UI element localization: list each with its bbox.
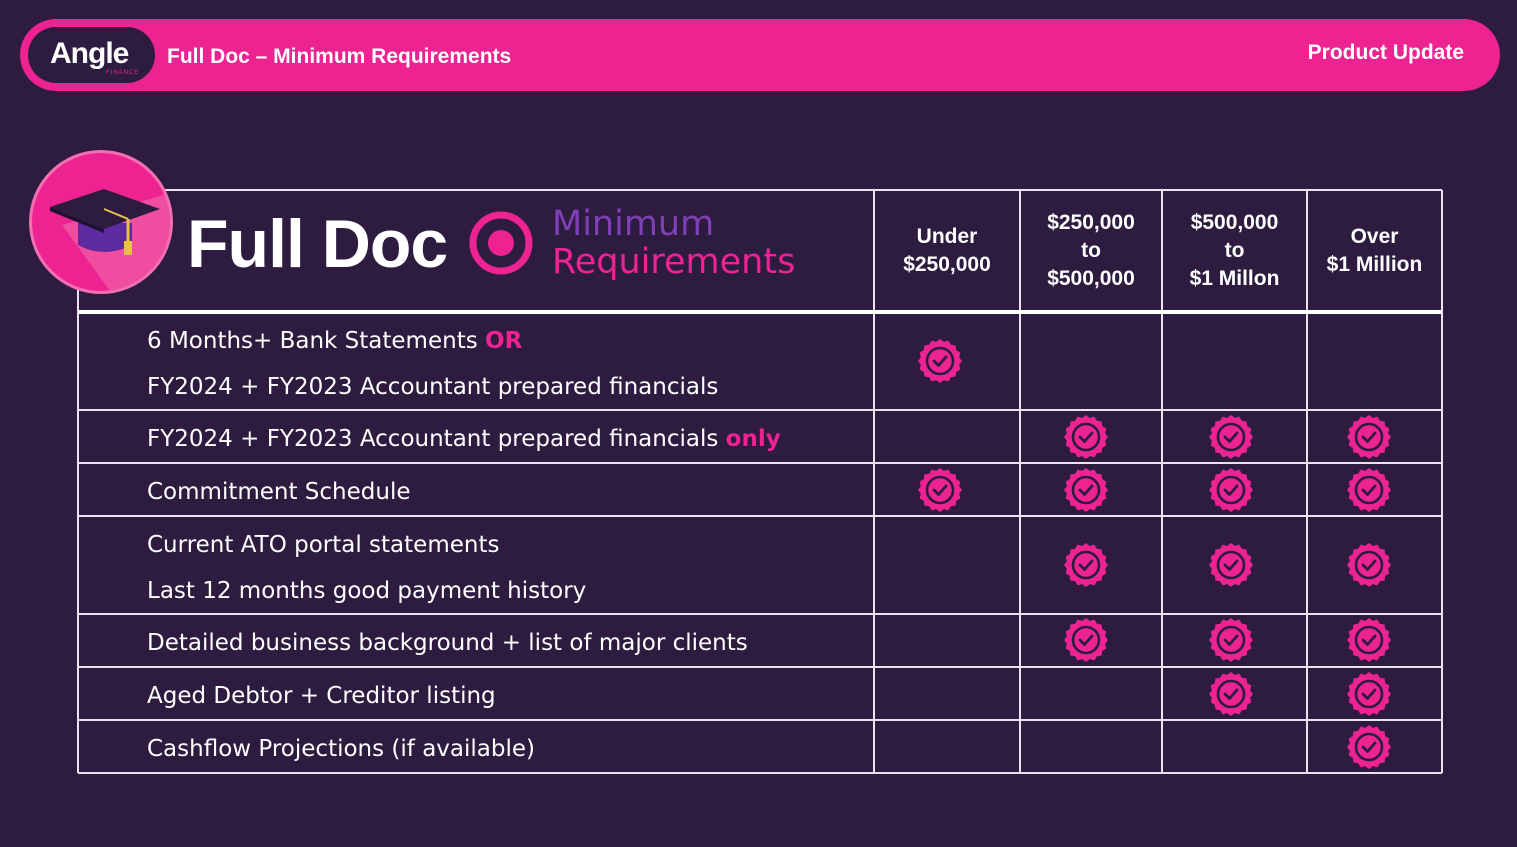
- badge-check-icon: [918, 468, 962, 512]
- logo: Angle FINANCE: [28, 27, 155, 83]
- column-header-line: to: [1081, 239, 1101, 262]
- row-label: FY2024 + FY2023 Accountant prepared fina…: [147, 426, 781, 452]
- column-header-line: $250,000: [1047, 211, 1135, 234]
- banner-right-label: Product Update: [1307, 41, 1464, 64]
- badge-check-icon: [1064, 618, 1108, 662]
- top-banner: Angle FINANCE Full Doc – Minimum Require…: [20, 19, 1500, 91]
- column-header-line: $1 Million: [1326, 253, 1423, 276]
- column-header-500k-1m: $500,000 to $1 Millon: [1162, 192, 1307, 310]
- badge-check-icon: [1347, 543, 1391, 587]
- row-label: 6 Months+ Bank Statements OR: [147, 328, 522, 354]
- badge-check-icon: [1209, 618, 1253, 662]
- row-label: Detailed business background + list of m…: [147, 630, 748, 656]
- badge-check-icon: [1209, 672, 1253, 716]
- column-header-line: Over: [1350, 225, 1399, 248]
- row-label-accent: OR: [485, 328, 523, 354]
- hero-subtitle-line1: Minimum: [552, 204, 715, 244]
- badge-check-icon: [1209, 543, 1253, 587]
- banner-title: Full Doc – Minimum Requirements: [167, 45, 512, 68]
- badge-check-icon: [1347, 468, 1391, 512]
- column-header-under-250k: Under $250,000: [874, 192, 1020, 310]
- hero-subtitle: Minimum Requirements: [552, 205, 795, 281]
- badge-check-icon: [1064, 415, 1108, 459]
- badge-check-icon: [1347, 725, 1391, 769]
- column-header-line: $500,000: [1047, 267, 1135, 290]
- column-header-line: $250,000: [903, 253, 991, 276]
- logo-subtext: FINANCE: [106, 70, 140, 76]
- row-label: Cashflow Projections (if available): [147, 736, 535, 762]
- row-label-accent: only: [725, 426, 781, 452]
- badge-check-icon: [1347, 618, 1391, 662]
- row-label-secondary: FY2024 + FY2023 Accountant prepared fina…: [147, 374, 719, 400]
- row-label: Current ATO portal statements: [147, 532, 500, 558]
- column-header-over-1m: Over $1 Million: [1307, 192, 1442, 310]
- badge-check-icon: [1347, 672, 1391, 716]
- column-header-line: $500,000: [1190, 211, 1279, 234]
- badge-check-icon: [1347, 415, 1391, 459]
- row-label: Aged Debtor + Creditor listing: [147, 683, 496, 709]
- column-header-line: Under: [916, 225, 978, 248]
- badge-check-icon: [1064, 543, 1108, 587]
- column-header-250k-500k: $250,000 to $500,000: [1020, 192, 1162, 310]
- badge-check-icon: [1064, 468, 1108, 512]
- graduation-cap-icon: [50, 189, 170, 291]
- row-label-text: FY2024 + FY2023 Accountant prepared fina…: [147, 426, 726, 452]
- graduation-cap-badge: [29, 150, 173, 294]
- row-label-text: 6 Months+ Bank Statements: [147, 328, 486, 354]
- column-header-line: $1 Millon: [1189, 267, 1280, 290]
- logo-text: Angle: [50, 37, 129, 70]
- target-icon: [469, 211, 533, 275]
- badge-check-icon: [1209, 415, 1253, 459]
- hero-subtitle-line2: Requirements: [552, 242, 796, 282]
- row-label-secondary: Last 12 months good payment history: [147, 578, 587, 604]
- hero-title: Full Doc: [187, 206, 448, 282]
- row-label: Commitment Schedule: [147, 479, 411, 505]
- badge-check-icon: [1209, 468, 1253, 512]
- column-header-line: to: [1224, 239, 1245, 262]
- badge-check-icon: [918, 339, 962, 383]
